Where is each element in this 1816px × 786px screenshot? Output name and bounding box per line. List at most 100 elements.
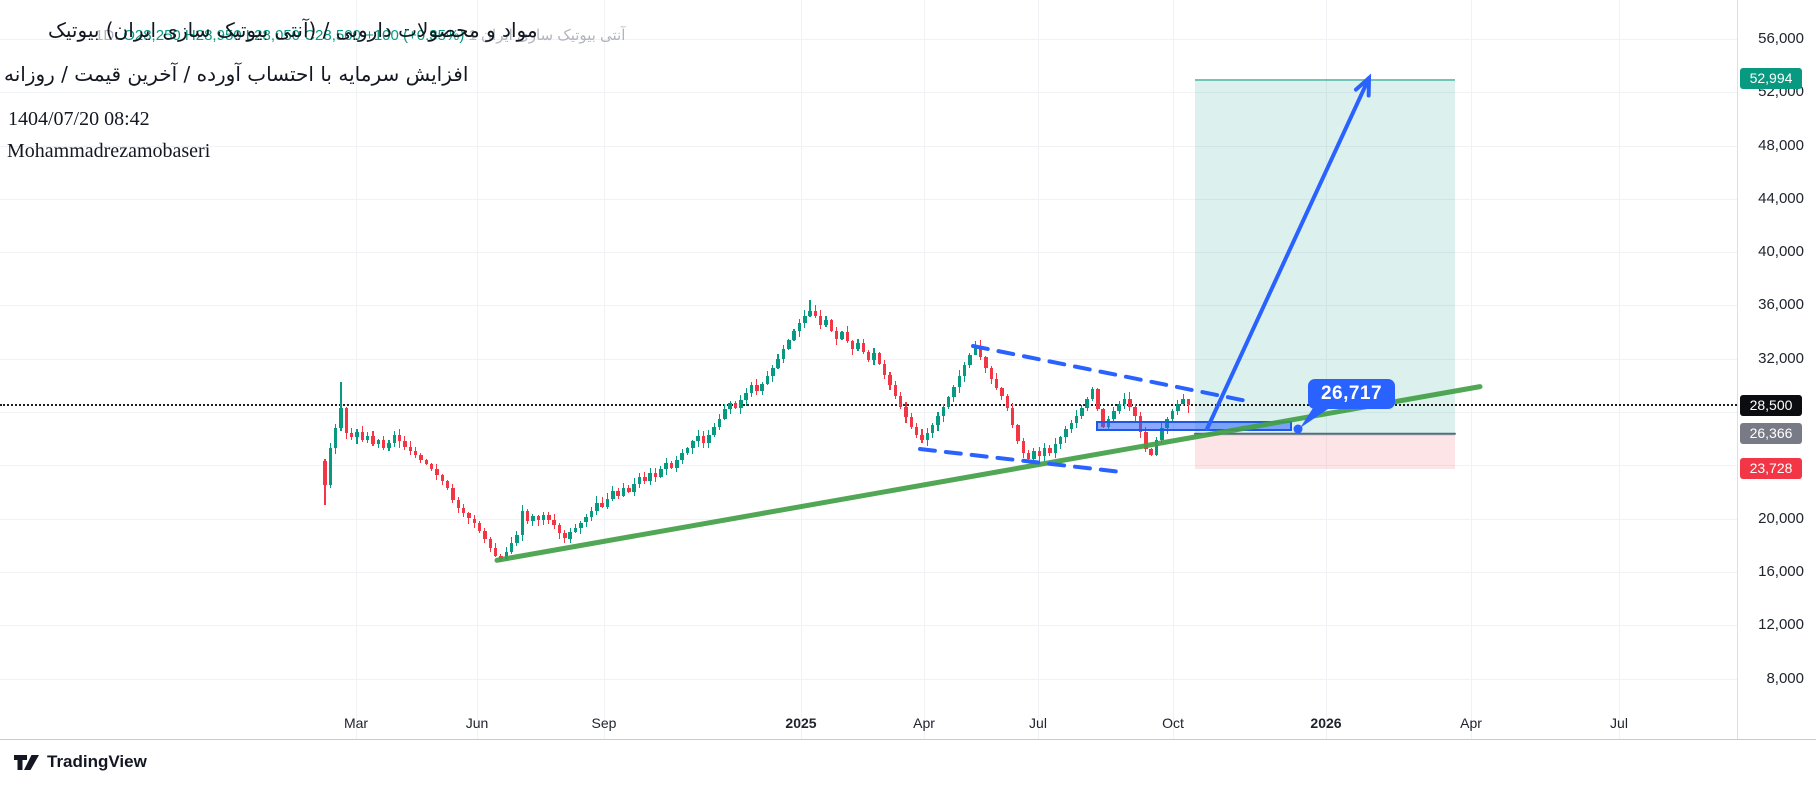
candle-body: [962, 365, 967, 376]
candle-body: [355, 431, 359, 438]
candle-body: [856, 342, 860, 350]
candle-body: [584, 517, 588, 523]
gridline-vertical: [356, 0, 357, 739]
chart-canvas[interactable]: 26,717: [0, 0, 1737, 739]
candle-body: [952, 386, 956, 398]
gridline-vertical: [604, 0, 605, 739]
support-highlight-bar[interactable]: [1096, 421, 1292, 432]
candle-body: [477, 522, 482, 531]
candle-body: [701, 435, 706, 443]
gridline-vertical: [1038, 0, 1039, 739]
candle-body: [696, 435, 700, 442]
candle-body: [1074, 416, 1079, 423]
tradingview-logo[interactable]: TradingView: [13, 752, 147, 772]
candle-body: [1112, 410, 1116, 419]
tradingview-logo-icon: [13, 754, 40, 771]
candle-body: [813, 310, 818, 316]
time-scale[interactable]: Mar Jun Sep 2025 Apr Jul Oct 2026 Apr Jul: [0, 715, 1816, 786]
candle-body: [595, 502, 599, 511]
gridline-vertical: [1619, 0, 1620, 739]
candle-body: [1010, 408, 1015, 426]
price-tick-label: 32,000: [1758, 349, 1804, 367]
candle-body: [872, 353, 876, 360]
candle-body: [803, 316, 807, 323]
gridline-vertical: [924, 0, 925, 739]
candle-body: [749, 385, 754, 394]
candle-body: [424, 459, 428, 464]
legend-symbol-name: آنتی بیوتیک سازی ایران 1: [468, 27, 626, 44]
price-badge-26366: 26,366: [1740, 423, 1802, 445]
legend-interval: 1D،: [95, 27, 120, 44]
candle-body: [435, 469, 439, 475]
time-tick-label: Apr: [913, 715, 935, 731]
candle-body: [413, 450, 418, 455]
candle-body: [541, 514, 546, 520]
time-tick-label: Mar: [343, 715, 369, 731]
candle-body: [946, 397, 951, 407]
idea-author[interactable]: Mohammadrezamobaseri: [7, 140, 211, 162]
candle-body: [669, 462, 674, 468]
candle-body: [829, 320, 834, 331]
candle-body: [397, 434, 402, 442]
candle-body: [685, 447, 690, 454]
candle-body: [408, 446, 412, 451]
candle-body: [1021, 441, 1025, 454]
idea-title-line1[interactable]: بیوتیک ‎(آنتی بیوتیک سازی ایران)‎ ‎/‎ مو…: [48, 18, 538, 42]
candle-body: [616, 490, 620, 496]
candle-body: [520, 510, 524, 535]
candle-body: [845, 332, 850, 342]
candle-body: [456, 499, 460, 508]
candle-body: [1170, 410, 1175, 419]
candle-body: [381, 439, 386, 448]
candle-body: [808, 310, 812, 316]
price-badge-52994: 52,994: [1740, 68, 1802, 90]
candle-body: [1144, 431, 1148, 450]
price-tick-label: 12,000: [1758, 616, 1804, 634]
price-tick-label: 20,000: [1758, 509, 1804, 527]
candle-body: [323, 461, 327, 486]
stop-zone[interactable]: [1195, 433, 1455, 469]
candle-body: [621, 487, 626, 496]
candle-body: [914, 426, 919, 435]
candle-body: [1133, 406, 1137, 416]
candle-body: [1058, 437, 1063, 444]
gridline-horizontal: [0, 678, 1737, 680]
candle-body: [1096, 389, 1100, 410]
candle-body: [365, 435, 370, 440]
candle-body: [1005, 396, 1009, 408]
candle-body: [659, 469, 663, 478]
time-tick-label: Oct: [1162, 715, 1184, 731]
candle-body: [723, 409, 727, 419]
candle-body: [488, 538, 492, 548]
symbol-legend[interactable]: 1D، O28,250 H28,950 L28,050 C28,500 +100…: [95, 26, 625, 44]
candle-body: [984, 357, 988, 368]
candle-body: [664, 462, 668, 470]
idea-title-line2[interactable]: روزانه ‎/‎ آخرین قیمت ‎/‎ افزایش سرمایه …: [4, 62, 469, 86]
candle-body: [515, 534, 519, 543]
candle-body: [909, 417, 913, 427]
time-tick-label: Jul: [1029, 715, 1047, 731]
idea-datetime[interactable]: 1404/07/20 08:42: [8, 108, 150, 130]
gridline-horizontal: [0, 412, 1737, 413]
candle-body: [627, 487, 631, 492]
price-tick-label: 16,000: [1758, 562, 1804, 580]
candle-body: [536, 515, 540, 520]
price-badge-23728: 23,728: [1740, 458, 1802, 480]
candle-body: [1026, 453, 1031, 459]
candle-body: [989, 368, 993, 379]
candle-body: [978, 346, 983, 358]
candle-body: [509, 542, 514, 552]
price-callout[interactable]: 26,717: [1308, 379, 1395, 409]
candle-body: [653, 473, 658, 478]
time-tick-label: 2026: [1310, 715, 1342, 731]
candle-body: [1154, 439, 1159, 455]
candle-body: [973, 346, 977, 355]
candle-body: [573, 527, 578, 532]
price-scale[interactable]: 56,000 52,000 48,000 44,000 40,000 36,000 32,0…: [1737, 0, 1816, 739]
time-tick-label: Jul: [1610, 715, 1628, 731]
candle-body: [792, 330, 796, 340]
candle-body: [1048, 447, 1052, 454]
candle-wick: [340, 382, 342, 432]
candle-body: [349, 433, 354, 438]
price-tick-label: 44,000: [1758, 189, 1804, 207]
